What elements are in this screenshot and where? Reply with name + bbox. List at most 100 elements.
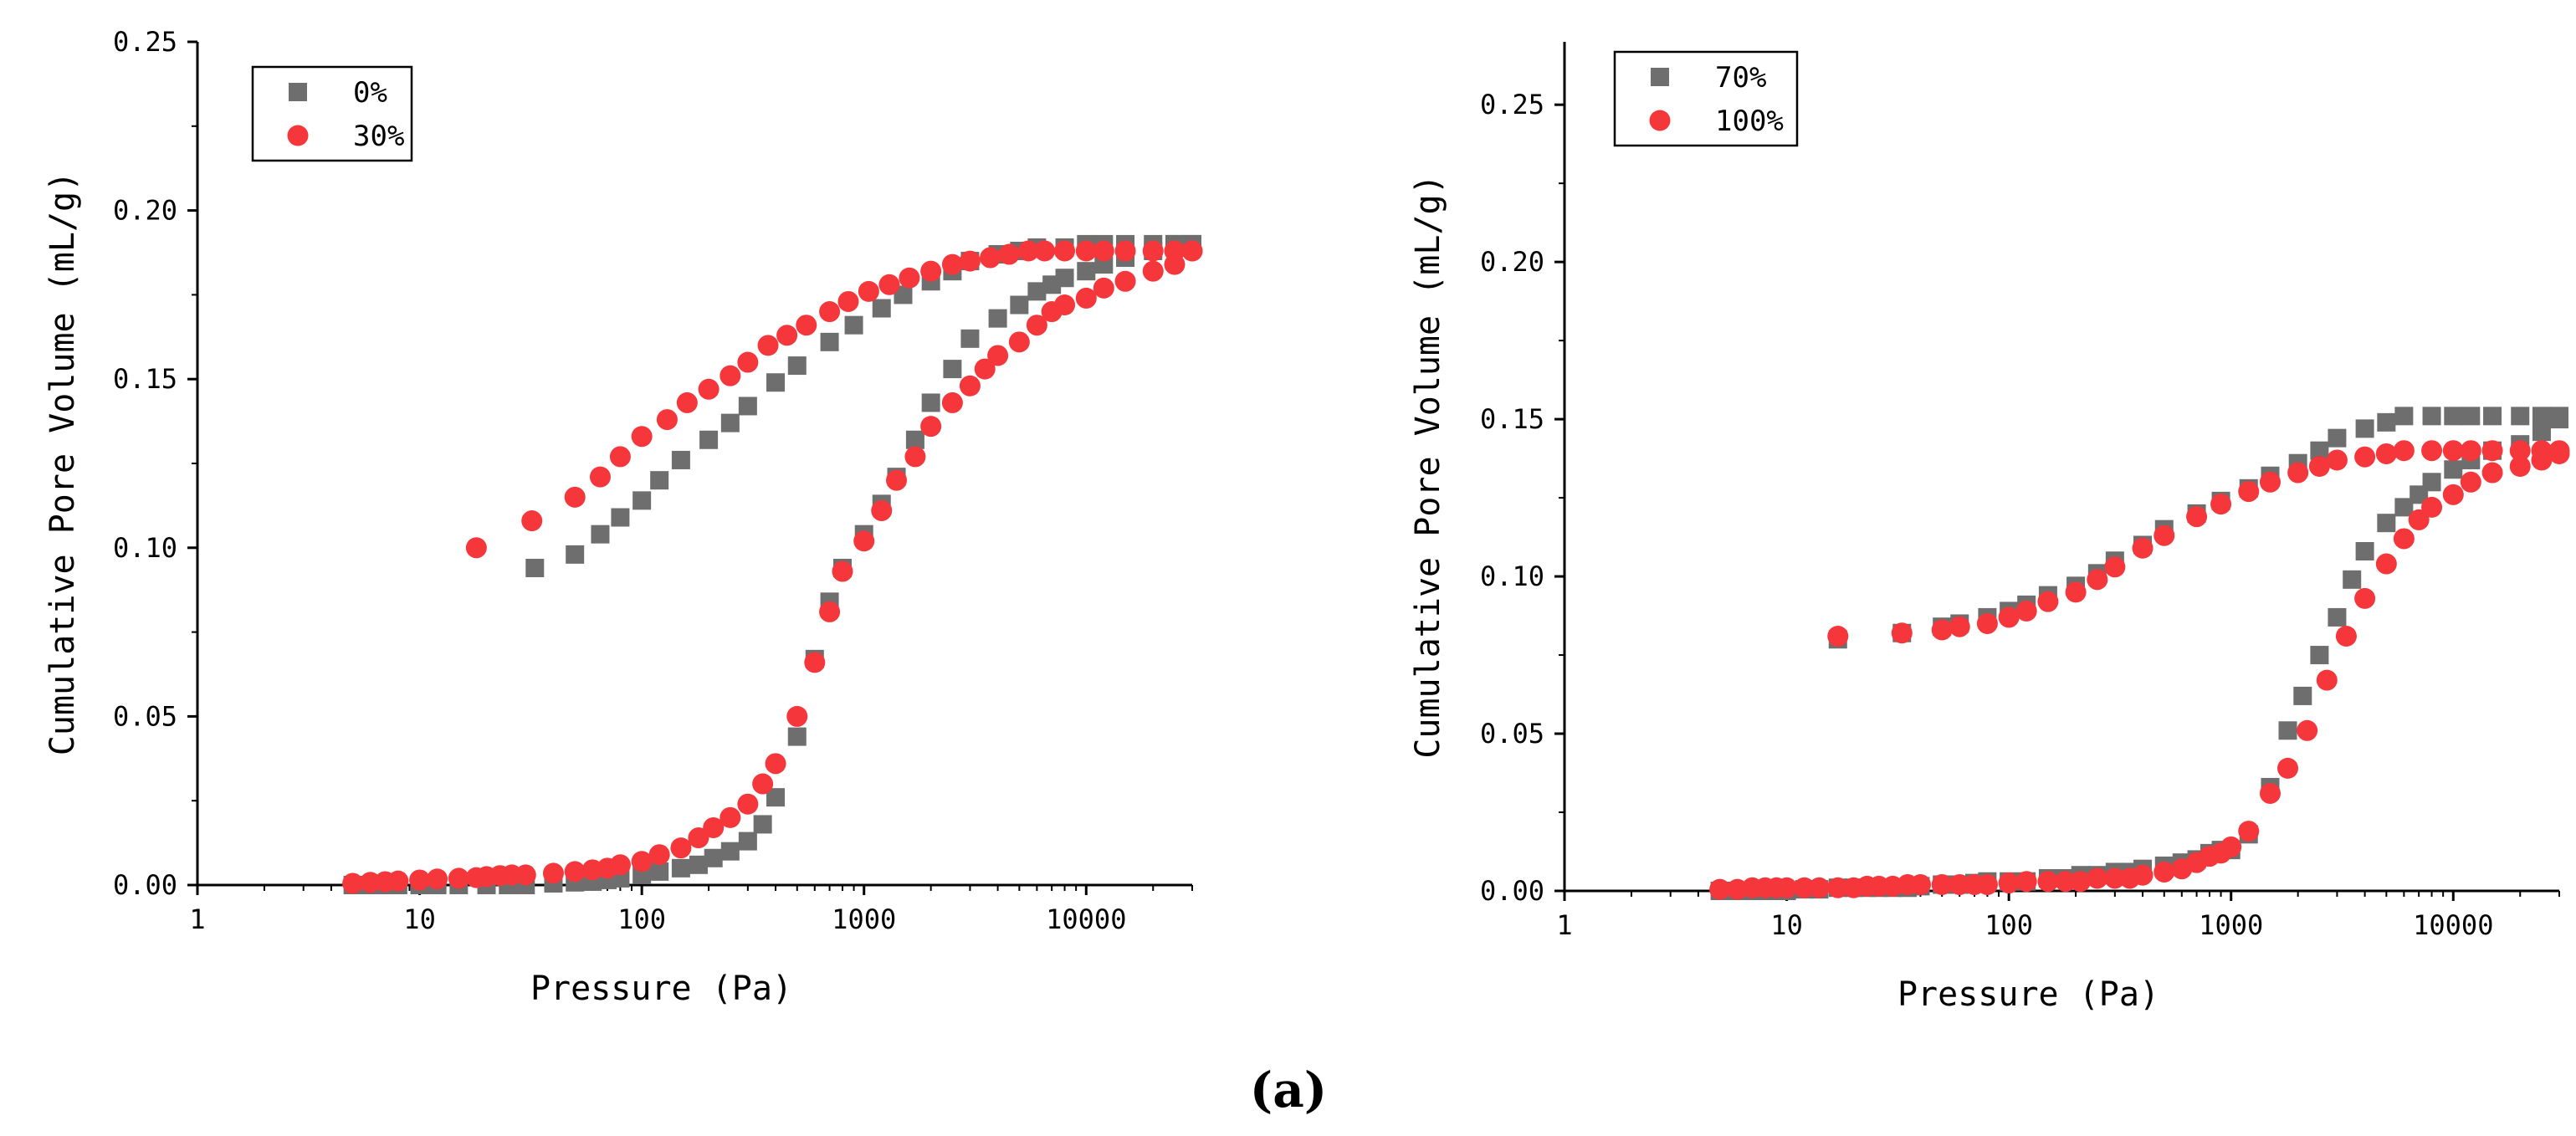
data-point xyxy=(2509,440,2531,462)
data-point xyxy=(2015,871,2037,893)
data-point xyxy=(671,450,690,469)
data-point xyxy=(1181,240,1203,262)
data-point xyxy=(2132,537,2153,559)
data-point xyxy=(1027,282,1047,301)
data-point xyxy=(2087,867,2108,889)
data-point xyxy=(786,705,808,727)
data-point xyxy=(542,862,564,884)
data-point xyxy=(670,837,692,859)
chart-1-y-tick-label: 0.10 xyxy=(1480,560,1544,592)
data-point xyxy=(738,832,757,851)
data-point xyxy=(1075,287,1097,309)
data-point xyxy=(2087,569,2108,591)
data-point xyxy=(837,290,859,312)
chart-0-legend-marker-0 xyxy=(289,83,307,101)
data-point xyxy=(776,325,798,346)
data-point xyxy=(1093,240,1114,262)
data-point xyxy=(2328,607,2347,627)
data-point xyxy=(2442,484,2464,505)
chart-0-legend xyxy=(251,65,413,162)
chart-1-y-tick-label: 0.20 xyxy=(1480,246,1544,278)
chart-1-series-70pct xyxy=(1710,407,2568,900)
data-point xyxy=(2532,422,2551,442)
data-point xyxy=(959,375,981,397)
data-point xyxy=(787,727,807,746)
data-point xyxy=(2375,553,2397,575)
data-point xyxy=(671,858,690,878)
figure-caption: (a) xyxy=(1250,1062,1327,1118)
data-point xyxy=(2377,514,2396,533)
data-point xyxy=(525,558,545,577)
data-point xyxy=(2297,719,2318,741)
data-point xyxy=(1794,877,1815,898)
data-point xyxy=(943,360,962,379)
data-point xyxy=(752,773,774,795)
chart-0-y-tick-label: 0.10 xyxy=(113,532,177,564)
data-point xyxy=(738,397,757,416)
data-point xyxy=(2550,407,2568,426)
data-point xyxy=(1114,240,1136,262)
chart-1-y-tick-label: 0.00 xyxy=(1480,875,1544,907)
data-point xyxy=(904,446,926,468)
chart-0-legend-marker-1 xyxy=(287,125,309,146)
data-point xyxy=(2483,407,2502,426)
data-point xyxy=(1949,616,1970,637)
data-point xyxy=(1142,240,1164,262)
data-point xyxy=(648,844,670,866)
data-point xyxy=(2293,686,2312,705)
data-point xyxy=(2287,462,2309,484)
data-point xyxy=(2220,836,2242,857)
data-point xyxy=(2238,481,2260,503)
data-point xyxy=(765,753,786,775)
data-point xyxy=(1827,877,1849,898)
chart-0-y-tick-label: 0.15 xyxy=(113,363,177,395)
data-point xyxy=(650,862,669,881)
data-point xyxy=(819,301,841,323)
data-point xyxy=(2037,871,2059,893)
data-point xyxy=(2055,871,2077,893)
data-point xyxy=(515,864,536,886)
data-point xyxy=(720,842,740,861)
data-point xyxy=(2531,440,2553,462)
data-point xyxy=(941,391,963,413)
chart-1-x-axis-title: Pressure (Pa) xyxy=(1897,975,2159,1014)
data-point xyxy=(591,525,610,544)
data-point xyxy=(1010,295,1029,315)
data-point xyxy=(1054,294,1076,315)
chart-1-legend-label-0: 70% xyxy=(1715,61,1766,95)
data-point xyxy=(2308,456,2330,477)
data-point xyxy=(2444,407,2463,426)
data-point xyxy=(920,416,942,438)
chart-0-y-axis-title: Cumulative Pore Volume (mL/g) xyxy=(44,171,82,755)
data-point xyxy=(2355,542,2374,560)
data-point xyxy=(2326,449,2348,471)
data-point xyxy=(566,545,585,564)
chart-0-x-tick-label: 1000 xyxy=(832,903,896,935)
data-point xyxy=(360,872,382,893)
chart-0-y-tick-label: 0.25 xyxy=(113,26,177,58)
data-point xyxy=(1008,331,1030,353)
data-point xyxy=(2394,407,2414,426)
data-point xyxy=(650,471,669,490)
data-point xyxy=(2421,496,2443,518)
chart-1-legend xyxy=(1613,50,1799,147)
chart-0-x-axis-title: Pressure (Pa) xyxy=(530,970,792,1008)
data-point xyxy=(2015,600,2037,622)
chart-1-x-tick-label: 1 xyxy=(1556,909,1572,941)
data-point xyxy=(960,329,980,348)
data-point xyxy=(698,378,720,400)
data-point xyxy=(609,854,631,876)
data-point xyxy=(2377,412,2396,432)
data-point xyxy=(704,848,723,867)
data-point xyxy=(2548,440,2570,462)
data-point xyxy=(2132,864,2153,886)
data-point xyxy=(2460,440,2481,462)
chart-0-series-0pct xyxy=(343,234,1201,894)
data-point xyxy=(720,413,740,432)
data-point xyxy=(2511,407,2530,426)
data-point xyxy=(819,601,841,622)
data-point xyxy=(2335,626,2357,647)
data-point xyxy=(871,499,893,521)
chart-0-x-tick-label: 1 xyxy=(189,903,205,935)
data-point xyxy=(844,315,863,335)
